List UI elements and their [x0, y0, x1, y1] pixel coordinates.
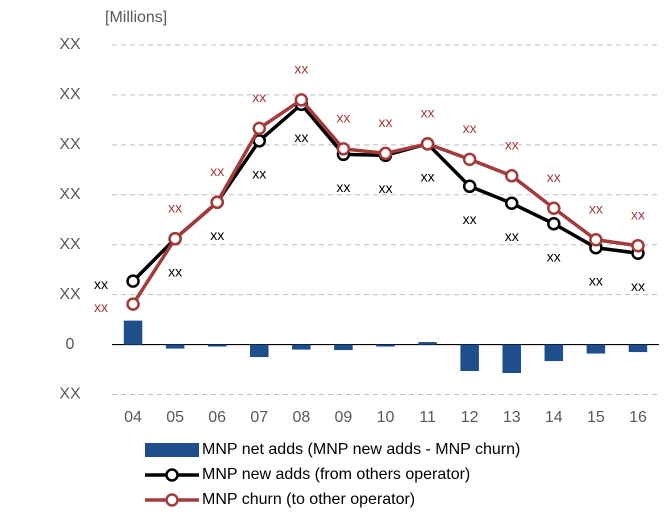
- legend-label: MNP new adds (from others operator): [202, 466, 470, 483]
- bar: [628, 344, 648, 353]
- x-tick-label: 04: [124, 409, 142, 426]
- bar: [418, 342, 437, 345]
- marker: [547, 201, 561, 216]
- x-tick-label: 06: [208, 409, 226, 426]
- data-label: xx: [379, 114, 393, 130]
- marker: [547, 216, 561, 231]
- legend-swatch: [145, 443, 199, 457]
- marker: [336, 142, 351, 156]
- data-label: xx: [421, 105, 435, 121]
- x-tick-label: 15: [587, 409, 605, 426]
- data-label: xx: [294, 129, 308, 145]
- marker: [631, 238, 645, 253]
- data-label: xx: [336, 110, 350, 126]
- data-label: xx: [210, 163, 224, 179]
- y-tick-label: 0: [66, 336, 75, 353]
- marker: [420, 137, 435, 151]
- data-label: xx: [421, 169, 435, 185]
- marker: [252, 121, 267, 136]
- y-tick-label: XX: [59, 136, 81, 153]
- data-label: xx: [94, 299, 108, 315]
- bar: [376, 344, 395, 347]
- x-tick-label: 16: [629, 409, 647, 426]
- x-tick-label: 13: [503, 409, 521, 426]
- data-label: xx: [168, 263, 182, 279]
- bar: [334, 344, 353, 351]
- marker: [504, 169, 519, 183]
- data-label: xx: [505, 228, 519, 244]
- marker: [589, 232, 603, 247]
- x-tick-label: 10: [377, 409, 395, 426]
- unit-label: [Millions]: [105, 9, 167, 26]
- data-label: xx: [547, 248, 561, 264]
- legend-swatch: [165, 493, 179, 507]
- marker: [126, 274, 140, 288]
- x-tick-label: 07: [250, 409, 268, 426]
- data-label: xx: [379, 180, 393, 196]
- data-label: xx: [505, 137, 519, 153]
- y-tick-label: XX: [59, 286, 81, 303]
- bar: [292, 344, 311, 350]
- bar: [586, 344, 606, 354]
- line: [131, 98, 639, 306]
- bar: [460, 344, 479, 372]
- data-label: xx: [631, 278, 645, 294]
- bar: [207, 344, 227, 347]
- marker: [462, 179, 477, 194]
- y-tick-label: XX: [59, 186, 81, 203]
- data-label: xx: [463, 211, 477, 227]
- data-label: xx: [168, 199, 182, 215]
- bar: [502, 344, 521, 374]
- data-label: xx: [336, 179, 350, 195]
- marker: [378, 146, 393, 161]
- data-label: xx: [294, 61, 308, 77]
- data-label: xx: [463, 120, 477, 136]
- bar: [250, 344, 269, 358]
- x-tick-label: 11: [419, 409, 436, 426]
- data-label: xx: [94, 276, 108, 292]
- x-tick-label: 09: [335, 409, 353, 426]
- y-tick-label: XX: [59, 386, 81, 403]
- marker: [294, 93, 309, 107]
- marker: [504, 196, 519, 211]
- marker: [126, 297, 140, 311]
- data-label: xx: [589, 200, 603, 216]
- data-label: xx: [252, 166, 266, 182]
- y-tick-label: XX: [59, 86, 81, 103]
- legend-swatch: [165, 468, 179, 482]
- y-tick-label: XX: [59, 36, 81, 53]
- x-tick-label: 14: [545, 409, 563, 426]
- marker: [462, 152, 477, 167]
- legend-label: MNP churn (to other operator): [202, 491, 415, 508]
- data-label: xx: [589, 272, 603, 288]
- data-label: xx: [547, 169, 561, 185]
- bar: [544, 344, 564, 362]
- legend-label: MNP net adds (MNP new adds - MNP churn): [202, 441, 520, 458]
- data-label: xx: [631, 206, 645, 222]
- bar: [165, 344, 185, 349]
- marker: [168, 231, 182, 246]
- x-tick-label: 08: [292, 409, 310, 426]
- x-tick-label: 05: [166, 409, 184, 426]
- data-label: xx: [252, 89, 266, 105]
- data-label: xx: [210, 227, 224, 243]
- marker: [210, 195, 224, 210]
- y-tick-label: XX: [59, 236, 81, 253]
- x-tick-label: 12: [461, 409, 479, 426]
- bar: [123, 320, 143, 345]
